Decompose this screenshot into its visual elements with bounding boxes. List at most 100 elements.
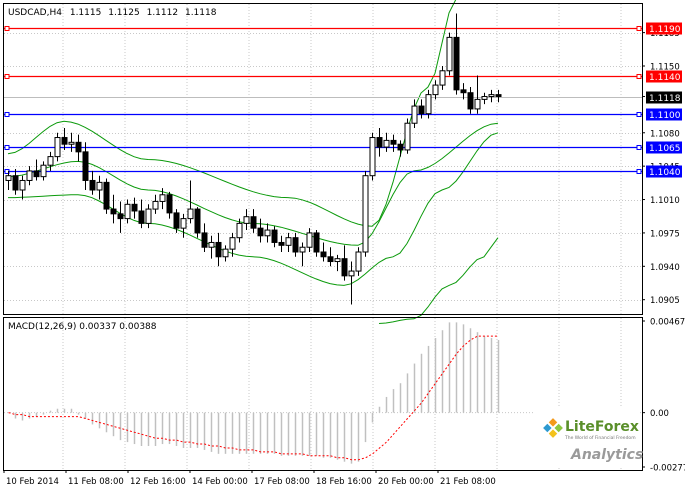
- macd-axis: 0.00467 0.00 -0.00277: [642, 318, 685, 474]
- level-tag-text: 1.1140: [649, 73, 681, 83]
- current-price-tag-text: 1.1118: [649, 94, 681, 104]
- candle-body-bull: [5, 175, 12, 181]
- chart-symbol-header: USDCAD,H4 1.1115 1.1125 1.1112 1.1118: [8, 8, 217, 18]
- candle-body-bull: [208, 241, 215, 248]
- liteforex-logo: LiteForex The World of Financial Freedom…: [535, 406, 643, 468]
- time-tick-label: 21 Feb 08:00: [440, 477, 496, 487]
- level-handle: [636, 145, 642, 150]
- candle-body-bull: [187, 208, 194, 220]
- price-panel-frame: [3, 3, 643, 315]
- time-tick-label: 18 Feb 16:00: [316, 477, 372, 487]
- candle-body-bull: [26, 170, 33, 181]
- level-tag: [646, 22, 682, 35]
- macd-tick-label: 0.00467: [650, 318, 685, 328]
- time-tick-label: 14 Feb 00:00: [192, 477, 248, 487]
- candle-body-bull: [425, 94, 432, 115]
- macd-label: MACD(12,26,9) 0.00337 0.00388: [8, 322, 157, 332]
- time-tick-label: 11 Feb 08:00: [68, 477, 124, 487]
- candle-body-bear: [89, 179, 96, 191]
- candle-body-bull: [355, 251, 362, 272]
- candle-body-bull: [222, 248, 229, 258]
- candle-body-bear: [33, 170, 40, 178]
- candle-body-bull: [404, 122, 411, 151]
- time-tick-label: 20 Feb 00:00: [378, 477, 434, 487]
- level-handle: [636, 74, 642, 79]
- price-tick-label: 1.1150: [650, 63, 680, 73]
- candle-body-bear: [397, 143, 404, 151]
- band-lower-tail: [378, 237, 499, 324]
- candle-body-bear: [201, 232, 208, 248]
- candle-body-bull: [145, 208, 152, 224]
- level-handle: [636, 26, 642, 31]
- macd-panel-frame: [3, 317, 643, 471]
- candle-body-bear: [103, 181, 110, 210]
- candles: [5, 13, 502, 305]
- brand-product: Analytics: [570, 447, 643, 463]
- candle-body-bear: [257, 227, 264, 237]
- candle-body-bull: [40, 164, 47, 178]
- candle-body-bull: [243, 216, 250, 224]
- price-tick-label: 1.1010: [650, 196, 680, 206]
- candle-body-bear: [460, 89, 467, 94]
- candle-body-bull: [285, 237, 292, 246]
- candle-body-bear: [376, 137, 383, 148]
- candle-body-bear: [166, 194, 173, 214]
- band-upper: [7, 0, 457, 227]
- level-tag-text: 1.1100: [649, 111, 681, 121]
- candle-body-bear: [82, 151, 89, 181]
- level-handle: [4, 26, 10, 31]
- candle-body-bear: [61, 137, 68, 145]
- level-tag: [646, 165, 682, 178]
- candle-body-bear: [327, 256, 334, 263]
- candle-body-bear: [320, 251, 327, 258]
- candle-body-bull: [54, 137, 61, 158]
- symbol-text: USDCAD,H4: [8, 8, 62, 18]
- candle-body-bear: [250, 216, 257, 229]
- candle-body-bull: [439, 70, 446, 86]
- candle-body-bull: [481, 96, 488, 100]
- candle-body-bull: [264, 229, 271, 237]
- ohlc-open: 1.1115: [70, 8, 102, 18]
- price-tick-label: 1.0905: [650, 296, 680, 306]
- ohlc-high: 1.1125: [108, 8, 140, 18]
- band-lower: [8, 132, 499, 286]
- level-labels: 1.1190 1.1140 1.1100 1.1065 1.1040: [646, 22, 682, 178]
- candle-body-bull: [299, 246, 306, 253]
- candle-body-bull: [383, 139, 390, 148]
- candle-body-bear: [292, 237, 299, 253]
- level-tag-text: 1.1190: [649, 25, 681, 35]
- candle-body-bear: [278, 241, 285, 246]
- level-handle: [4, 74, 10, 79]
- candle-body-bear: [173, 212, 180, 229]
- candle-body-bear: [313, 232, 320, 253]
- macd-tick-label: -0.00277: [650, 464, 685, 474]
- level-tag-text: 1.1040: [649, 168, 681, 178]
- macd-histogram: [14, 322, 500, 464]
- time-tick-label: 10 Feb 2014: [6, 477, 59, 487]
- candle-body-bull: [68, 141, 75, 145]
- candle-body-bear: [138, 210, 145, 224]
- time-tick-label: 17 Feb 08:00: [254, 477, 310, 487]
- level-handle: [636, 169, 642, 174]
- candle-body-bear: [12, 175, 19, 191]
- level-tag: [646, 108, 682, 121]
- price-levels: [4, 26, 642, 174]
- candle-body-bear: [110, 208, 117, 215]
- candle-body-bull: [362, 175, 369, 253]
- candle-body-bull: [306, 232, 313, 248]
- candle-body-bear: [453, 36, 460, 91]
- level-tag-text: 1.1065: [649, 144, 681, 154]
- time-axis: 10 Feb 2014 11 Feb 08:00 12 Feb 16:00 14 Fe…: [3, 470, 496, 487]
- candle-body-bear: [495, 94, 502, 98]
- candle-body-bear: [215, 241, 222, 258]
- time-tick-label: 12 Feb 16:00: [130, 477, 186, 487]
- brand-tagline: The World of Financial Freedom: [564, 435, 636, 441]
- candle-body-bear: [194, 208, 201, 234]
- level-tag: [646, 141, 682, 154]
- candle-body-bull: [411, 105, 418, 124]
- candle-body-bull: [47, 156, 54, 166]
- candle-body-bear: [467, 92, 474, 110]
- macd-tick-label: 0.00: [650, 409, 669, 419]
- candle-body-bull: [432, 84, 439, 96]
